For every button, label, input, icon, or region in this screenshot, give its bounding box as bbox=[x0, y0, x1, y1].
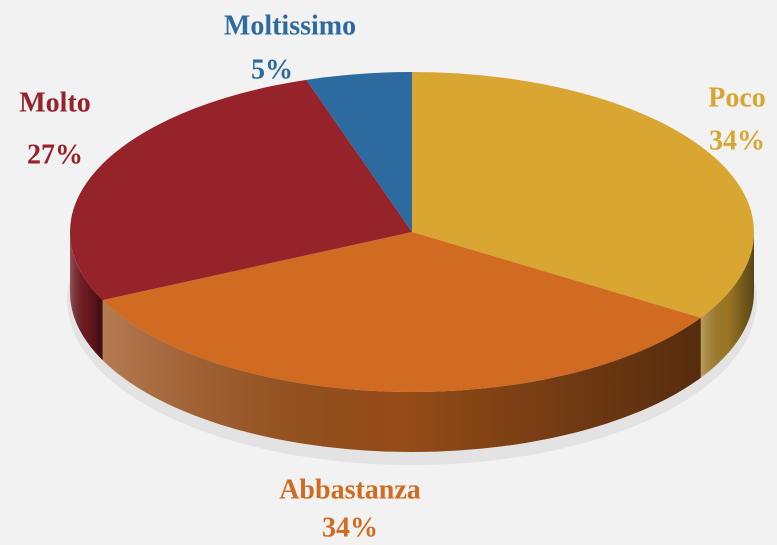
slice-label: Poco bbox=[708, 82, 766, 113]
slice-value-label: 34% bbox=[709, 125, 765, 156]
slice-side-shade bbox=[102, 300, 701, 453]
slice bbox=[102, 232, 701, 392]
slice-label: Molto bbox=[19, 87, 91, 118]
slice-label: Abbastanza bbox=[279, 474, 421, 505]
slice-side-shade bbox=[700, 232, 754, 378]
slice bbox=[412, 72, 754, 318]
slice-value-label: 27% bbox=[27, 139, 83, 170]
slice bbox=[69, 79, 412, 301]
slice-value-label: 5% bbox=[251, 54, 293, 85]
slice bbox=[306, 72, 412, 232]
slice-side-shade bbox=[70, 232, 103, 361]
slice-value-label: 34% bbox=[322, 512, 378, 543]
slice-label: Moltissimo bbox=[224, 10, 356, 41]
